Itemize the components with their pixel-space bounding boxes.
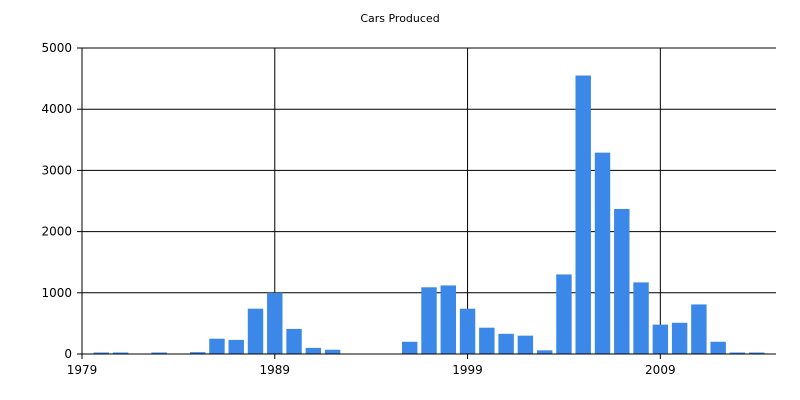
chart-title: Cars Produced — [360, 12, 439, 25]
bar-1999 — [459, 308, 476, 354]
grid-lines — [82, 47, 776, 354]
bar-1986 — [209, 338, 225, 354]
y-axis-tick-labels: 0 1000 2000 3000 4000 5000 — [41, 41, 72, 361]
bar-2010 — [671, 322, 688, 354]
x-tick-label: 1979 — [67, 363, 98, 377]
bar-2007 — [614, 208, 630, 354]
bar-2008 — [633, 282, 649, 354]
bar-2000 — [479, 327, 495, 354]
y-tick-label: 0 — [64, 347, 72, 361]
bar-2013 — [729, 352, 746, 354]
x-tick-label: 1989 — [260, 363, 291, 377]
bar-1997 — [421, 287, 437, 354]
bar-1989 — [267, 292, 283, 354]
y-tick-label: 5000 — [41, 41, 72, 55]
bars — [93, 75, 765, 354]
bar-2011 — [691, 304, 707, 354]
x-tick-label: 2009 — [645, 363, 676, 377]
x-axis-tick-labels: 1979 1989 1999 2009 — [67, 363, 676, 377]
bar-1985 — [189, 352, 206, 354]
bar-2005 — [575, 75, 591, 354]
bar-2014 — [749, 352, 765, 354]
bar-1998 — [440, 285, 456, 354]
bar-1990 — [286, 328, 302, 354]
bar-1981 — [112, 352, 129, 354]
bar-2009 — [652, 324, 669, 354]
bar-2012 — [710, 341, 726, 354]
bar-2003 — [536, 350, 553, 354]
x-tick-label: 1999 — [452, 363, 483, 377]
y-tick-label: 2000 — [41, 225, 72, 239]
bar-1983 — [151, 352, 167, 354]
y-tick-label: 1000 — [41, 286, 72, 300]
bar-1988 — [247, 308, 264, 354]
bar-2006 — [594, 152, 611, 354]
bar-1987 — [228, 339, 244, 354]
bar-1992 — [324, 349, 341, 354]
axes — [77, 47, 776, 359]
bar-1996 — [402, 341, 418, 354]
bar-2002 — [517, 335, 534, 354]
bar-1980 — [93, 352, 109, 354]
y-tick-label: 4000 — [41, 102, 72, 116]
bar-2001 — [498, 333, 514, 354]
bar-1991 — [305, 347, 322, 354]
y-tick-label: 3000 — [41, 163, 72, 177]
bar-2004 — [556, 274, 572, 354]
